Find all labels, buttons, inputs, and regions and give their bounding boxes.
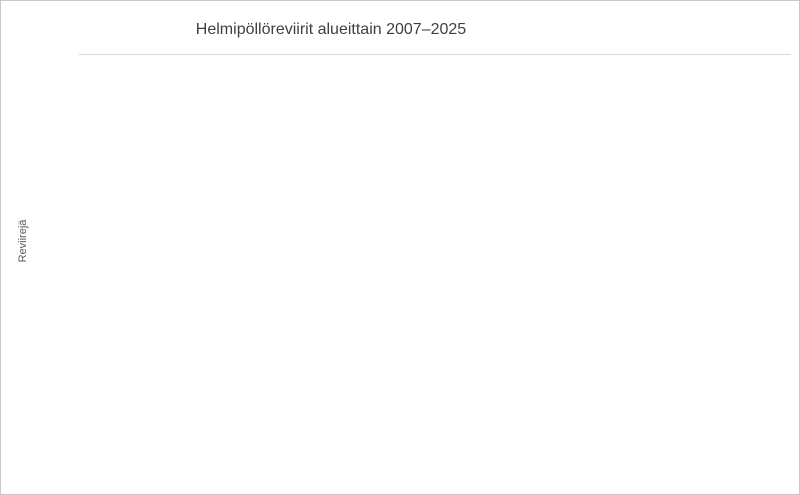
bar-groups <box>79 54 791 431</box>
plot-area <box>79 54 791 431</box>
y-axis-ticks <box>1 54 69 431</box>
chart-title: Helmipöllöreviirit alueittain 2007–2025 <box>195 21 467 38</box>
gridline <box>79 54 791 55</box>
